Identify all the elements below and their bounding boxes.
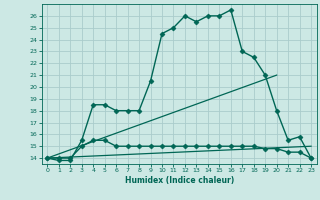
X-axis label: Humidex (Indice chaleur): Humidex (Indice chaleur) (124, 176, 234, 185)
